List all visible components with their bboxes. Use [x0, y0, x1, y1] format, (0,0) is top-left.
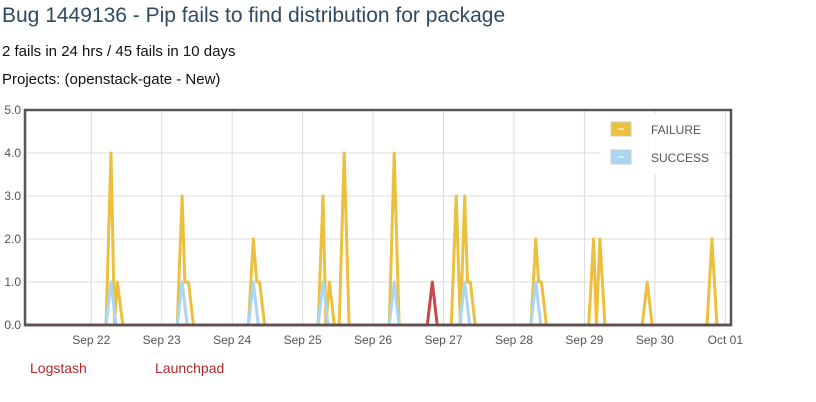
- x-tick-label: Sep 24: [213, 333, 251, 347]
- y-tick-label: 4.0: [4, 146, 21, 160]
- x-tick-label: Oct 01: [708, 333, 744, 347]
- fail-summary: 2 fails in 24 hrs / 45 fails in 10 days: [2, 43, 236, 60]
- launchpad-link[interactable]: Launchpad: [155, 360, 225, 376]
- x-tick-label: Sep 26: [354, 333, 392, 347]
- series-line-other: [25, 280, 731, 327]
- page-title: Bug 1449136 - Pip fails to find distribu…: [2, 4, 506, 27]
- projects: Projects: (openstack-gate - New): [2, 71, 221, 88]
- x-tick-label: Sep 30: [636, 333, 674, 347]
- y-tick-label: 5.0: [4, 103, 21, 117]
- x-tick-label: Sep 23: [143, 333, 181, 347]
- plot-border: [23, 108, 733, 327]
- failure-chart: 0.0 1.0 2.0 3.0 4.0 5.0 Sep 22 Sep 23 Sep 24 Sep …: [4, 103, 744, 347]
- x-tick-label: Sep 28: [495, 333, 533, 347]
- series-line-success: [25, 280, 731, 327]
- series-line-failure: [25, 151, 731, 327]
- x-tick-label: Sep 27: [425, 333, 463, 347]
- x-tick-label: Sep 29: [565, 333, 603, 347]
- logstash-link[interactable]: Logstash: [30, 360, 87, 376]
- y-tick-label: 3.0: [4, 189, 21, 203]
- legend-label-failure: FAILURE: [651, 123, 701, 137]
- y-tick-label: 1.0: [4, 275, 21, 289]
- y-tick-label: 0.0: [4, 318, 21, 332]
- y-tick-label: 2.0: [4, 232, 21, 246]
- x-tick-label: Sep 25: [284, 333, 322, 347]
- legend-label-success: SUCCESS: [651, 151, 709, 165]
- x-tick-label: Sep 22: [72, 333, 110, 347]
